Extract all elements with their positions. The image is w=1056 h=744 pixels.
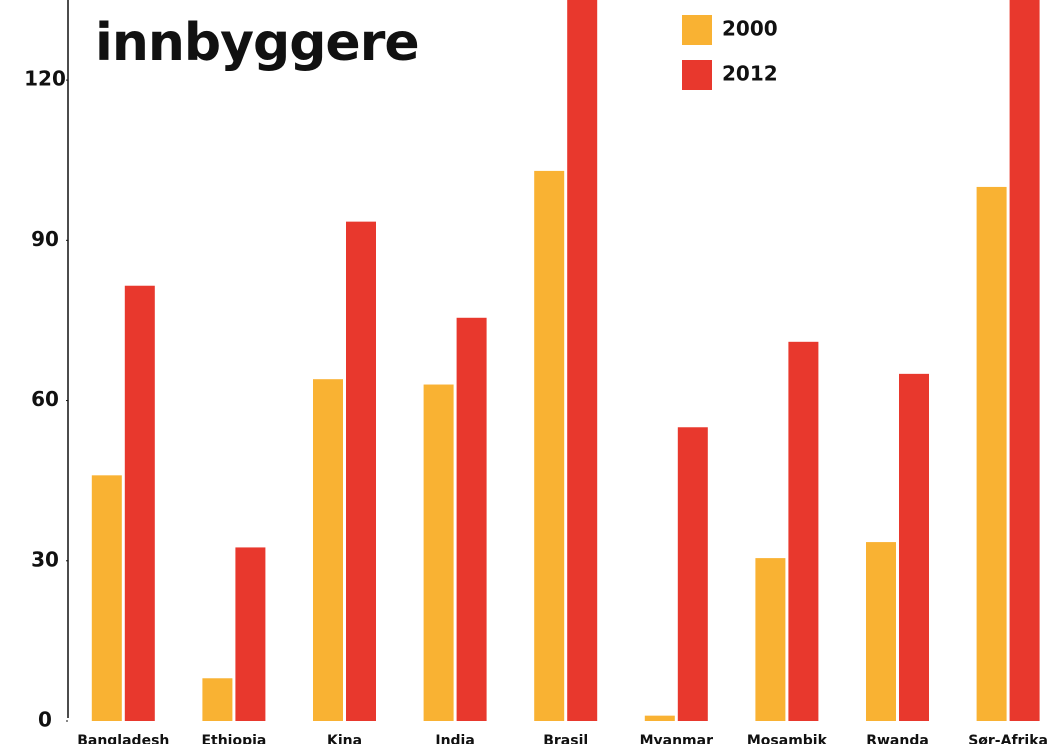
x-tick-label: Ethiopia <box>201 733 266 744</box>
y-tick-label: 90 <box>31 227 59 251</box>
y-tick-label: 60 <box>31 387 59 411</box>
chart-title: innbyggere <box>95 13 419 73</box>
bar <box>456 317 487 721</box>
bar <box>755 558 786 721</box>
y-tick-label: 30 <box>31 547 59 571</box>
bar <box>644 715 675 721</box>
legend-swatch <box>682 15 712 45</box>
bar <box>346 221 376 721</box>
bar <box>788 341 819 721</box>
bar <box>423 384 454 721</box>
x-tick-label: India <box>435 733 474 744</box>
y-tick-label: 0 <box>38 708 52 732</box>
legend-label: 2000 <box>722 17 778 41</box>
bar <box>313 379 343 721</box>
x-tick-label: Mosambik <box>747 733 828 744</box>
legend-swatch <box>682 60 712 90</box>
y-tick-label: 120 <box>24 67 66 91</box>
bars <box>91 0 1040 721</box>
x-tick-label: Bangladesh <box>77 733 169 744</box>
bar <box>202 678 233 721</box>
x-tick-label: Brasil <box>543 733 588 744</box>
bar <box>899 373 929 721</box>
bar <box>567 0 598 721</box>
bar <box>124 285 155 721</box>
bar <box>91 475 122 721</box>
x-tick-label: Myanmar <box>640 733 714 744</box>
bar <box>866 542 896 721</box>
bar <box>534 170 565 721</box>
bar <box>235 547 266 721</box>
x-tick-label: Kina <box>327 733 362 744</box>
x-tick-label: Rwanda <box>866 733 929 744</box>
bar <box>677 427 708 721</box>
bar <box>976 186 1007 721</box>
bar <box>1009 0 1040 721</box>
legend-label: 2012 <box>722 62 778 86</box>
x-tick-label: Sør-Afrika <box>968 733 1048 744</box>
